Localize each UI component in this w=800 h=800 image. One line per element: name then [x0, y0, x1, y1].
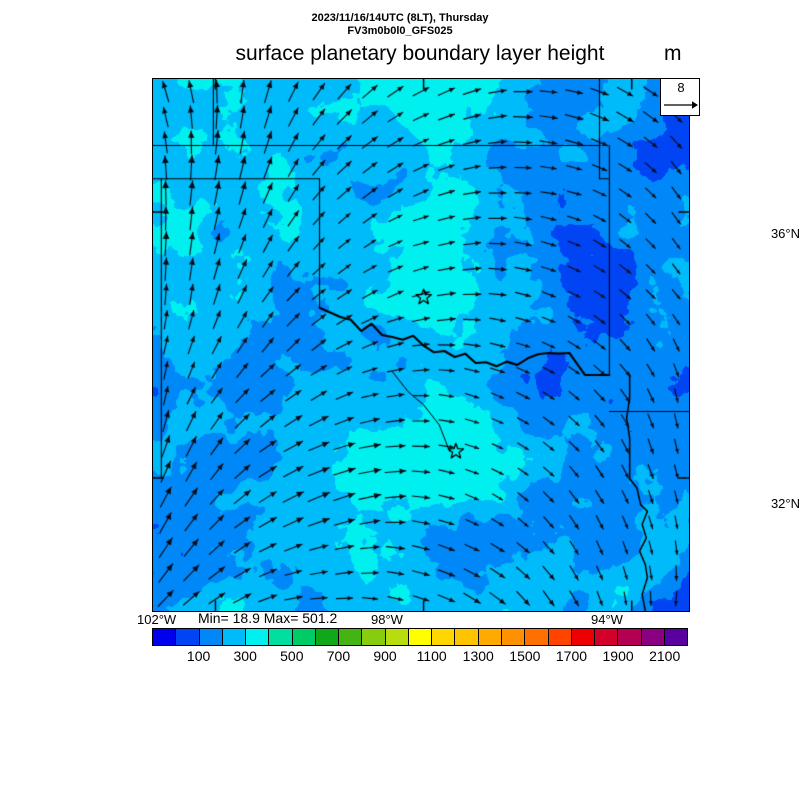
- colorbar-cell: [641, 629, 665, 645]
- wind-reference-value: 8: [677, 80, 685, 95]
- lat-tick-label-32n: 32°N: [770, 496, 800, 511]
- colorbar-cell: [176, 629, 200, 645]
- model-title: FV3m0b0l0_GFS025: [347, 25, 453, 37]
- colorbar-cell: [246, 629, 270, 645]
- lat-tick-label-36n: 36°N: [770, 226, 800, 241]
- colorbar-cell: [432, 629, 456, 645]
- colorbar-cell: [199, 629, 223, 645]
- colorbar-tick-label: 1500: [509, 648, 541, 664]
- colorbar-cell: [478, 629, 502, 645]
- colorbar-cell: [269, 629, 293, 645]
- colorbar-cell: [525, 629, 549, 645]
- variable-title: surface planetary boundary layer height: [235, 42, 605, 65]
- colorbar-cell: [664, 629, 688, 645]
- colorbar-tick-label: 1100: [416, 648, 447, 664]
- colorbar-tick-label: 500: [280, 648, 304, 664]
- min-max-annotation: Min= 18.9 Max= 501.2: [198, 610, 338, 626]
- colorbar-cell: [362, 629, 386, 645]
- colorbar-tick-label: 1300: [462, 648, 494, 664]
- colorbar-cell: [222, 629, 247, 645]
- colorbar-cell: [501, 629, 526, 645]
- colorbar-tick-labels: 100 300 500 700 900 1100 1300 1500 1700 1900 2100: [152, 648, 688, 666]
- colorbar-cell: [315, 629, 340, 645]
- colorbar[interactable]: [152, 628, 688, 646]
- colorbar-tick-label: 300: [233, 648, 257, 664]
- colorbar-cell: [618, 629, 642, 645]
- colorbar-tick-label: 100: [186, 648, 211, 664]
- wind-vector-overlay: [153, 79, 689, 611]
- colorbar-cell: [455, 629, 479, 645]
- wind-reference-legend: 8: [660, 78, 700, 116]
- colorbar-cell: [571, 629, 596, 645]
- colorbar-cell: [153, 629, 177, 645]
- units-label: m: [664, 42, 682, 65]
- colorbar-cell: [292, 629, 316, 645]
- colorbar-cell: [595, 629, 619, 645]
- colorbar-cell: [385, 629, 409, 645]
- lon-tick-label-102w: 102°W: [137, 612, 177, 627]
- datetime-title: 2023/11/16/14UTC (8LT), Thursday: [311, 12, 489, 24]
- colorbar-tick-label: 2100: [649, 648, 681, 664]
- colorbar-cell: [339, 629, 363, 645]
- map-plot-area[interactable]: [152, 78, 690, 612]
- colorbar-tick-label: 1900: [602, 648, 634, 664]
- right-arrow-icon: [664, 101, 698, 109]
- colorbar-cell: [408, 629, 433, 645]
- colorbar-tick-label: 700: [326, 648, 351, 664]
- colorbar-cell: [548, 629, 572, 645]
- lon-tick-label-94w: 94°W: [591, 612, 623, 627]
- lon-tick-label-98w: 98°W: [371, 612, 403, 627]
- colorbar-tick-label: 1700: [555, 648, 588, 664]
- colorbar-tick-label: 900: [373, 648, 397, 664]
